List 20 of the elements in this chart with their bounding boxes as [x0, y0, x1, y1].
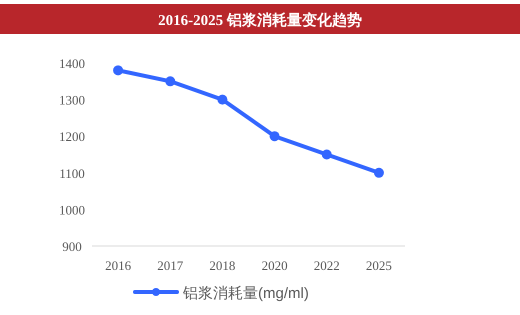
x-tick-label: 2018 — [209, 258, 236, 273]
x-tick-label: 2017 — [157, 258, 184, 273]
point — [374, 168, 384, 178]
y-tick-label: 1300 — [59, 92, 85, 108]
y-tick-label: 1200 — [59, 129, 85, 144]
y-tick-label: 1100 — [59, 166, 85, 181]
y-tick-label: 900 — [62, 239, 82, 254]
chart-title: 2016-2025 铝浆消耗量变化趋势 — [158, 11, 362, 29]
point — [217, 94, 228, 105]
y-tick-label: 1400 — [59, 56, 85, 71]
point — [113, 65, 124, 76]
y-tick-label: 1000 — [59, 202, 85, 218]
point — [165, 76, 176, 86]
x-tick-label: 2022 — [314, 258, 340, 273]
legend-label: 铝浆消耗量(mg/ml) — [182, 285, 309, 302]
x-tick-label: 2025 — [366, 258, 392, 273]
x-tick-label: 2016 — [105, 258, 132, 273]
point — [270, 131, 280, 142]
x-tick-label: 2020 — [262, 258, 288, 273]
point — [322, 150, 332, 160]
